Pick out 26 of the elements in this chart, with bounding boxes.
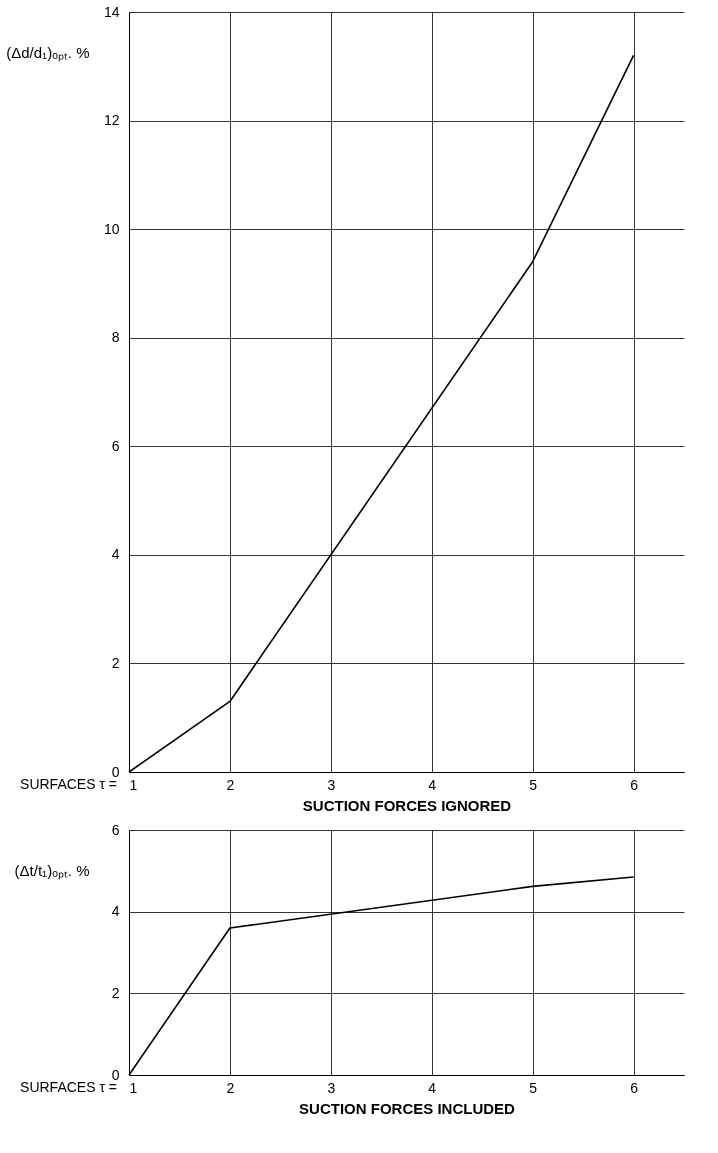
x-tick-label: 2 xyxy=(226,1079,235,1096)
x-tick-label: 4 xyxy=(428,776,437,793)
y-tick-label: 4 xyxy=(111,903,120,920)
x-tick-label: 3 xyxy=(327,1079,336,1096)
y-tick-label: 10 xyxy=(103,220,120,237)
x-tick-label: 6 xyxy=(630,1079,639,1096)
x-tick-label: 3 xyxy=(327,776,336,793)
y-axis-title: (Δd/d₁)ₒₚₜ. % xyxy=(6,43,90,62)
x-tick-label: 4 xyxy=(428,1079,437,1096)
y-tick-label: 12 xyxy=(103,112,120,129)
x-tick-label: 5 xyxy=(529,776,538,793)
y-tick-label: 8 xyxy=(111,329,120,346)
x-tick-label: 5 xyxy=(529,1079,538,1096)
y-tick-label: 4 xyxy=(111,546,120,563)
x-tick-label: 2 xyxy=(226,776,235,793)
y-axis-title: (Δt/t₁)ₒₚₜ. % xyxy=(14,861,90,880)
y-tick-label: 2 xyxy=(111,654,120,671)
y-tick-label: 14 xyxy=(103,3,120,20)
x-axis-title: SUCTION FORCES IGNORED xyxy=(302,796,512,814)
y-tick-label: 6 xyxy=(111,437,120,454)
y-tick-label: 2 xyxy=(111,984,120,1001)
x-tick-label: 6 xyxy=(630,776,639,793)
y-tick-label: 6 xyxy=(111,821,120,838)
x-tick-label: 1 xyxy=(129,1079,138,1096)
x-tick-label: 1 xyxy=(129,776,138,793)
x-axis-title: SUCTION FORCES INCLUDED xyxy=(299,1099,516,1117)
